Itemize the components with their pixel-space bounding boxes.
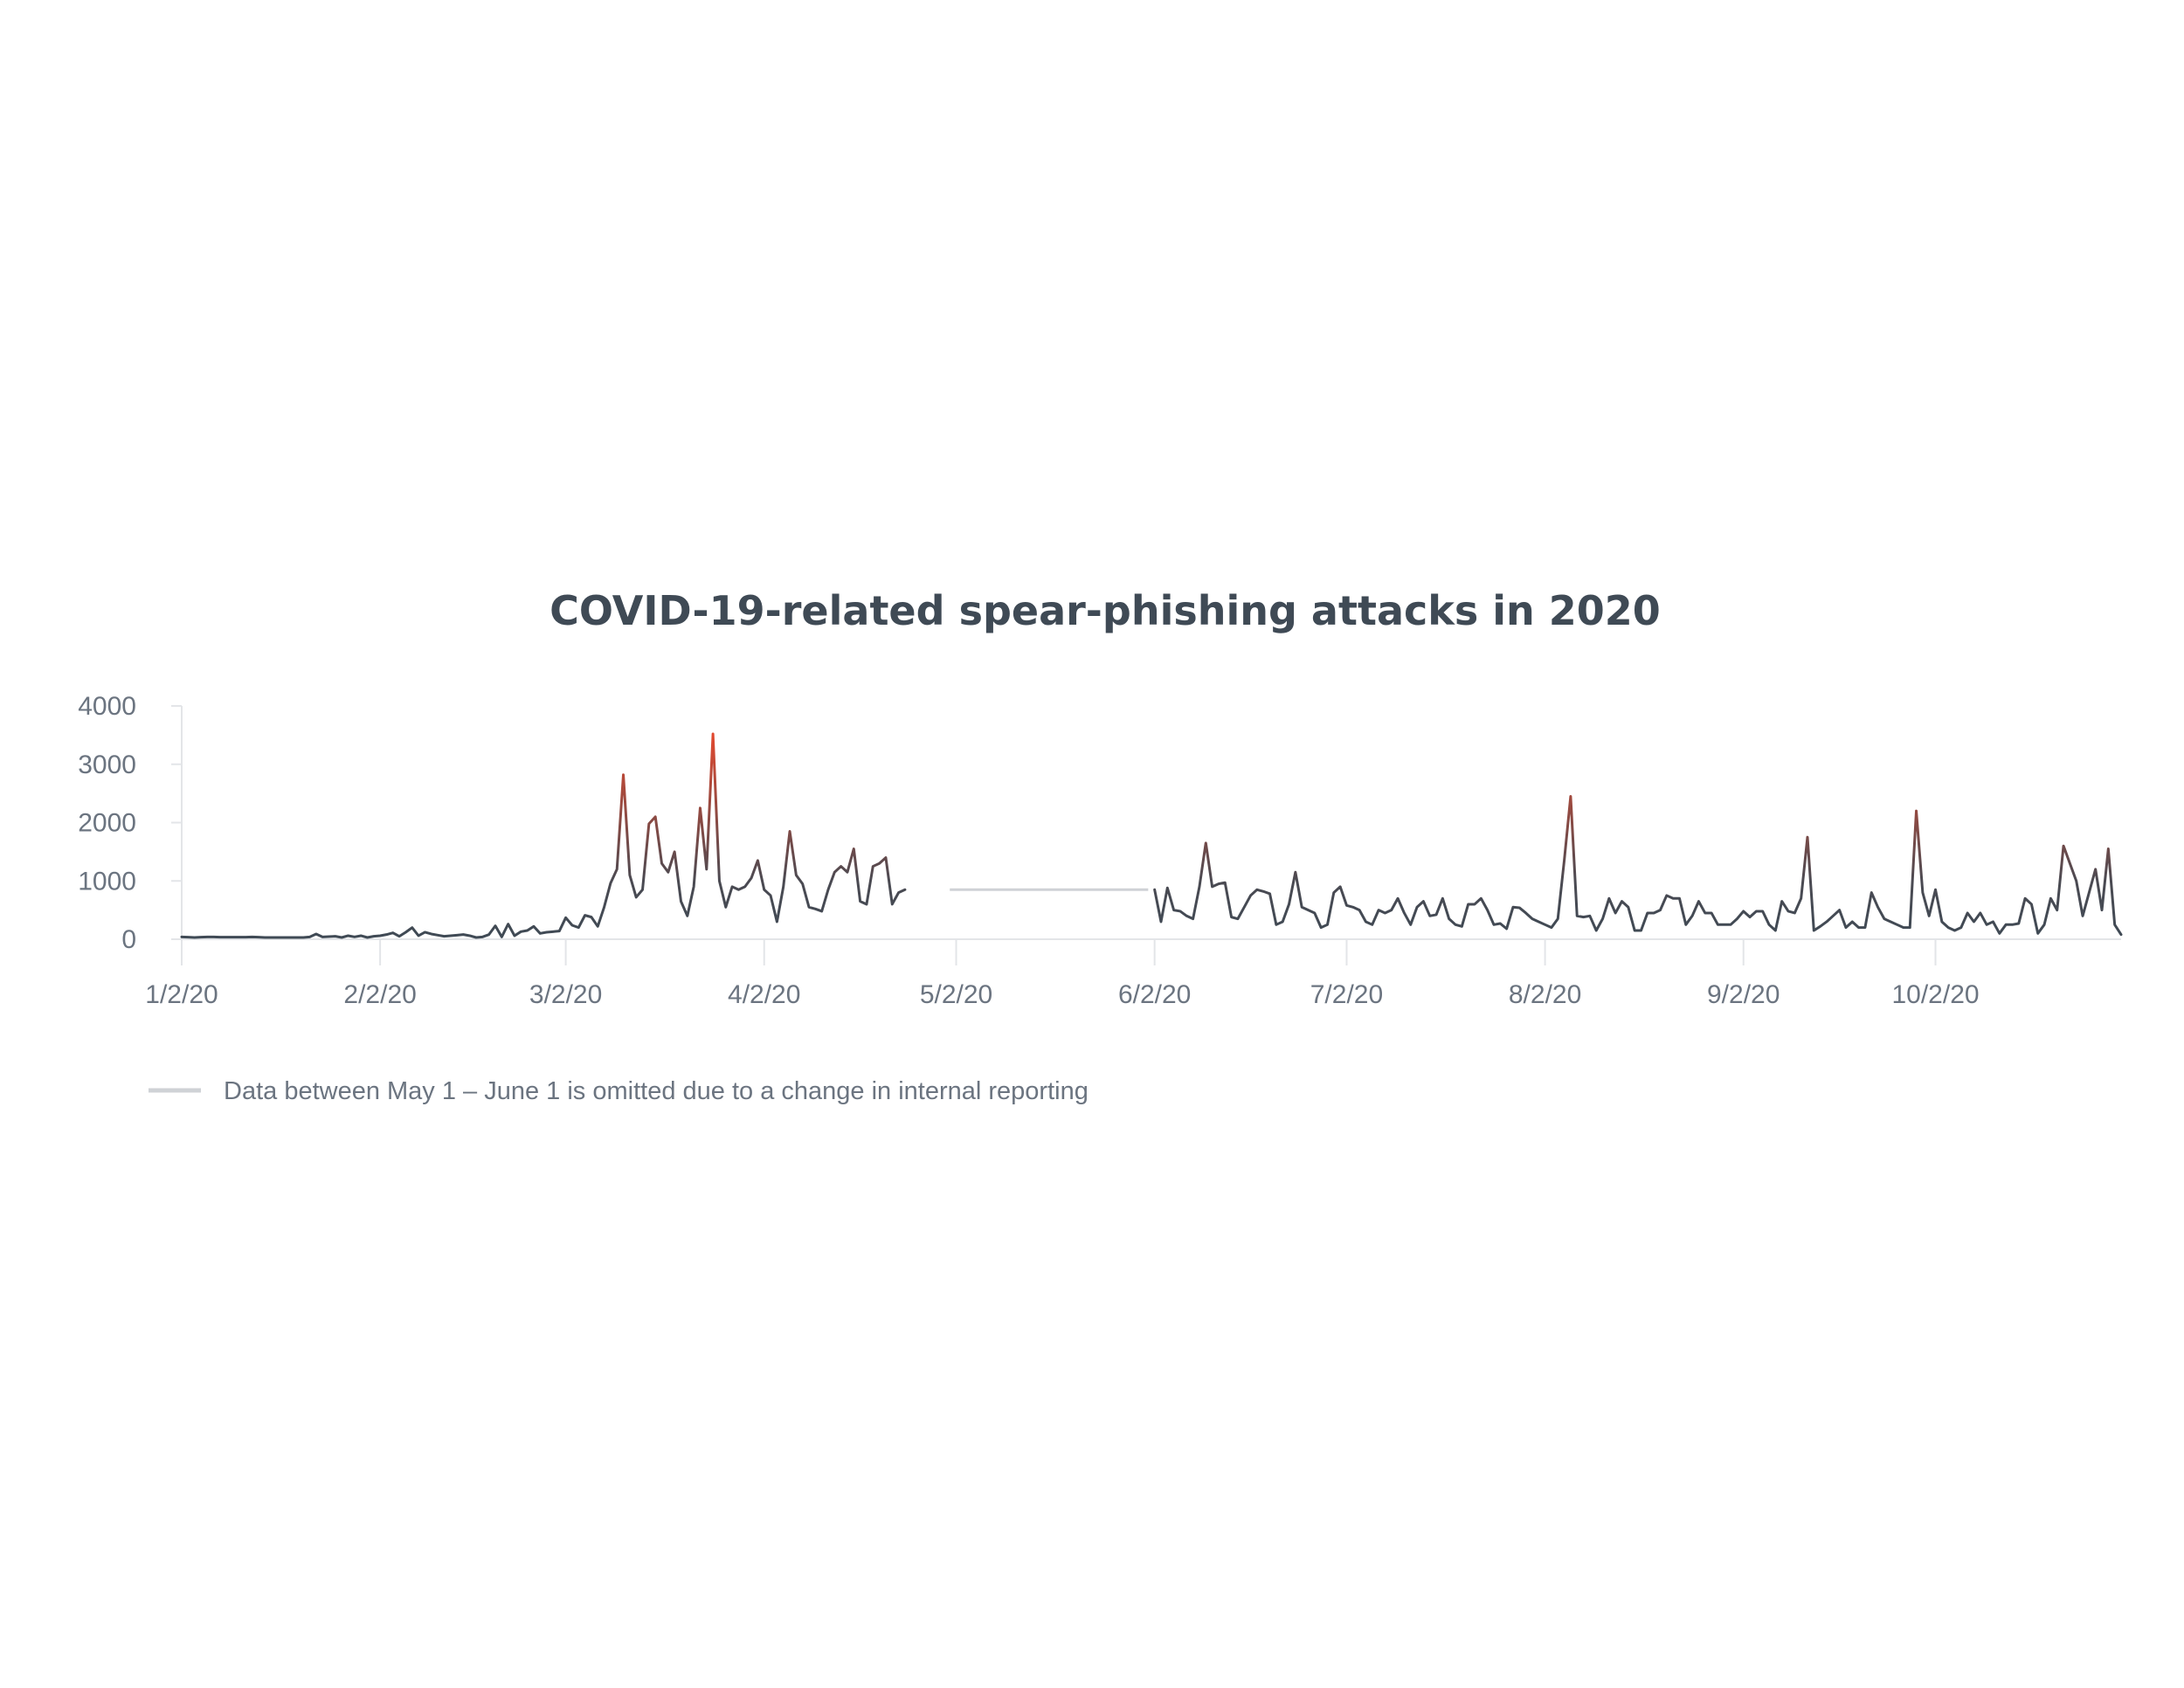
y-tick-label: 1000 xyxy=(78,867,136,896)
x-tick-label: 2/2/20 xyxy=(343,980,416,1009)
x-tick-label: 5/2/20 xyxy=(920,980,992,1009)
x-tick-label: 7/2/20 xyxy=(1310,980,1383,1009)
chart-title: COVID-19-related spear-phishing attacks … xyxy=(549,587,1661,634)
x-tick-label: 4/2/20 xyxy=(728,980,800,1009)
y-axis: 0 1000 2000 3000 4000 xyxy=(78,692,183,954)
y-tick-label: 2000 xyxy=(78,809,136,838)
x-tick-label: 3/2/20 xyxy=(529,980,602,1009)
x-tick-label: 10/2/20 xyxy=(1891,980,1979,1009)
series-line-1 xyxy=(180,732,907,939)
x-tick-label: 6/2/20 xyxy=(1118,980,1191,1009)
series-layer xyxy=(180,732,2123,939)
y-tick-label: 0 xyxy=(121,925,136,954)
x-tick-label: 8/2/20 xyxy=(1509,980,1581,1009)
x-tick-label: 9/2/20 xyxy=(1707,980,1780,1009)
x-tick-label: 1/2/20 xyxy=(145,980,218,1009)
series-line-2 xyxy=(1153,794,2123,937)
x-axis: 1/2/20 2/2/20 3/2/20 4/2/20 5/2/20 6/2/20 7/2/… xyxy=(145,938,2121,1009)
legend-text: Data between May 1 – June 1 is omitted d… xyxy=(224,1077,1089,1105)
y-tick-label: 4000 xyxy=(78,692,136,721)
y-tick-label: 3000 xyxy=(78,751,136,779)
legend: Data between May 1 – June 1 is omitted d… xyxy=(149,1077,1089,1105)
